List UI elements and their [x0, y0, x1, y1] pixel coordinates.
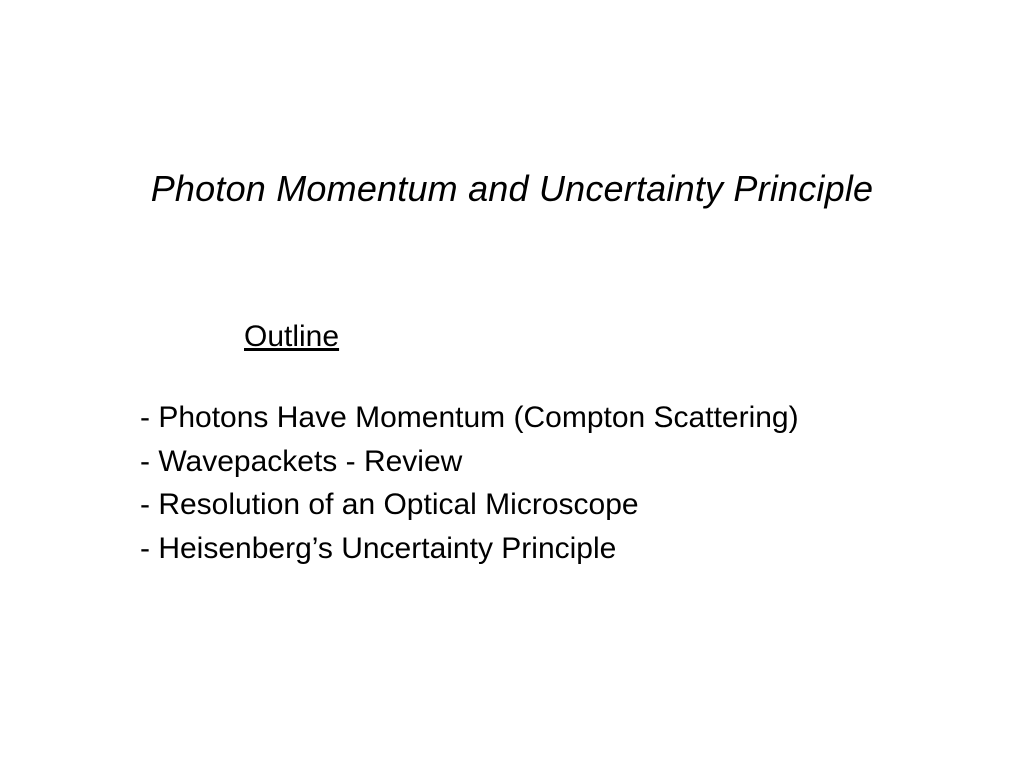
outline-heading: Outline	[244, 320, 339, 354]
outline-list: - Photons Have Momentum (Compton Scatter…	[140, 396, 799, 570]
slide: Photon Momentum and Uncertainty Principl…	[0, 0, 1024, 768]
outline-item: - Heisenberg’s Uncertainty Principle	[140, 527, 799, 571]
outline-item: - Wavepackets - Review	[140, 440, 799, 484]
slide-title: Photon Momentum and Uncertainty Principl…	[0, 168, 1024, 210]
outline-item: - Resolution of an Optical Microscope	[140, 483, 799, 527]
outline-item: - Photons Have Momentum (Compton Scatter…	[140, 396, 799, 440]
